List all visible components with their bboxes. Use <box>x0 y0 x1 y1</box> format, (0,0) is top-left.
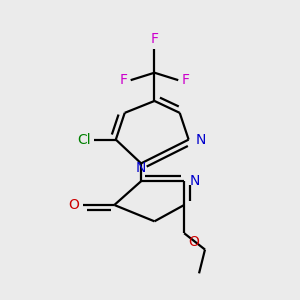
Text: N: N <box>136 161 146 175</box>
Text: O: O <box>68 198 79 212</box>
Text: N: N <box>196 133 206 147</box>
Text: F: F <box>181 73 189 87</box>
Text: F: F <box>151 32 158 46</box>
Text: F: F <box>120 73 128 87</box>
Text: N: N <box>190 174 200 188</box>
Text: Cl: Cl <box>77 133 91 147</box>
Text: O: O <box>189 235 200 249</box>
